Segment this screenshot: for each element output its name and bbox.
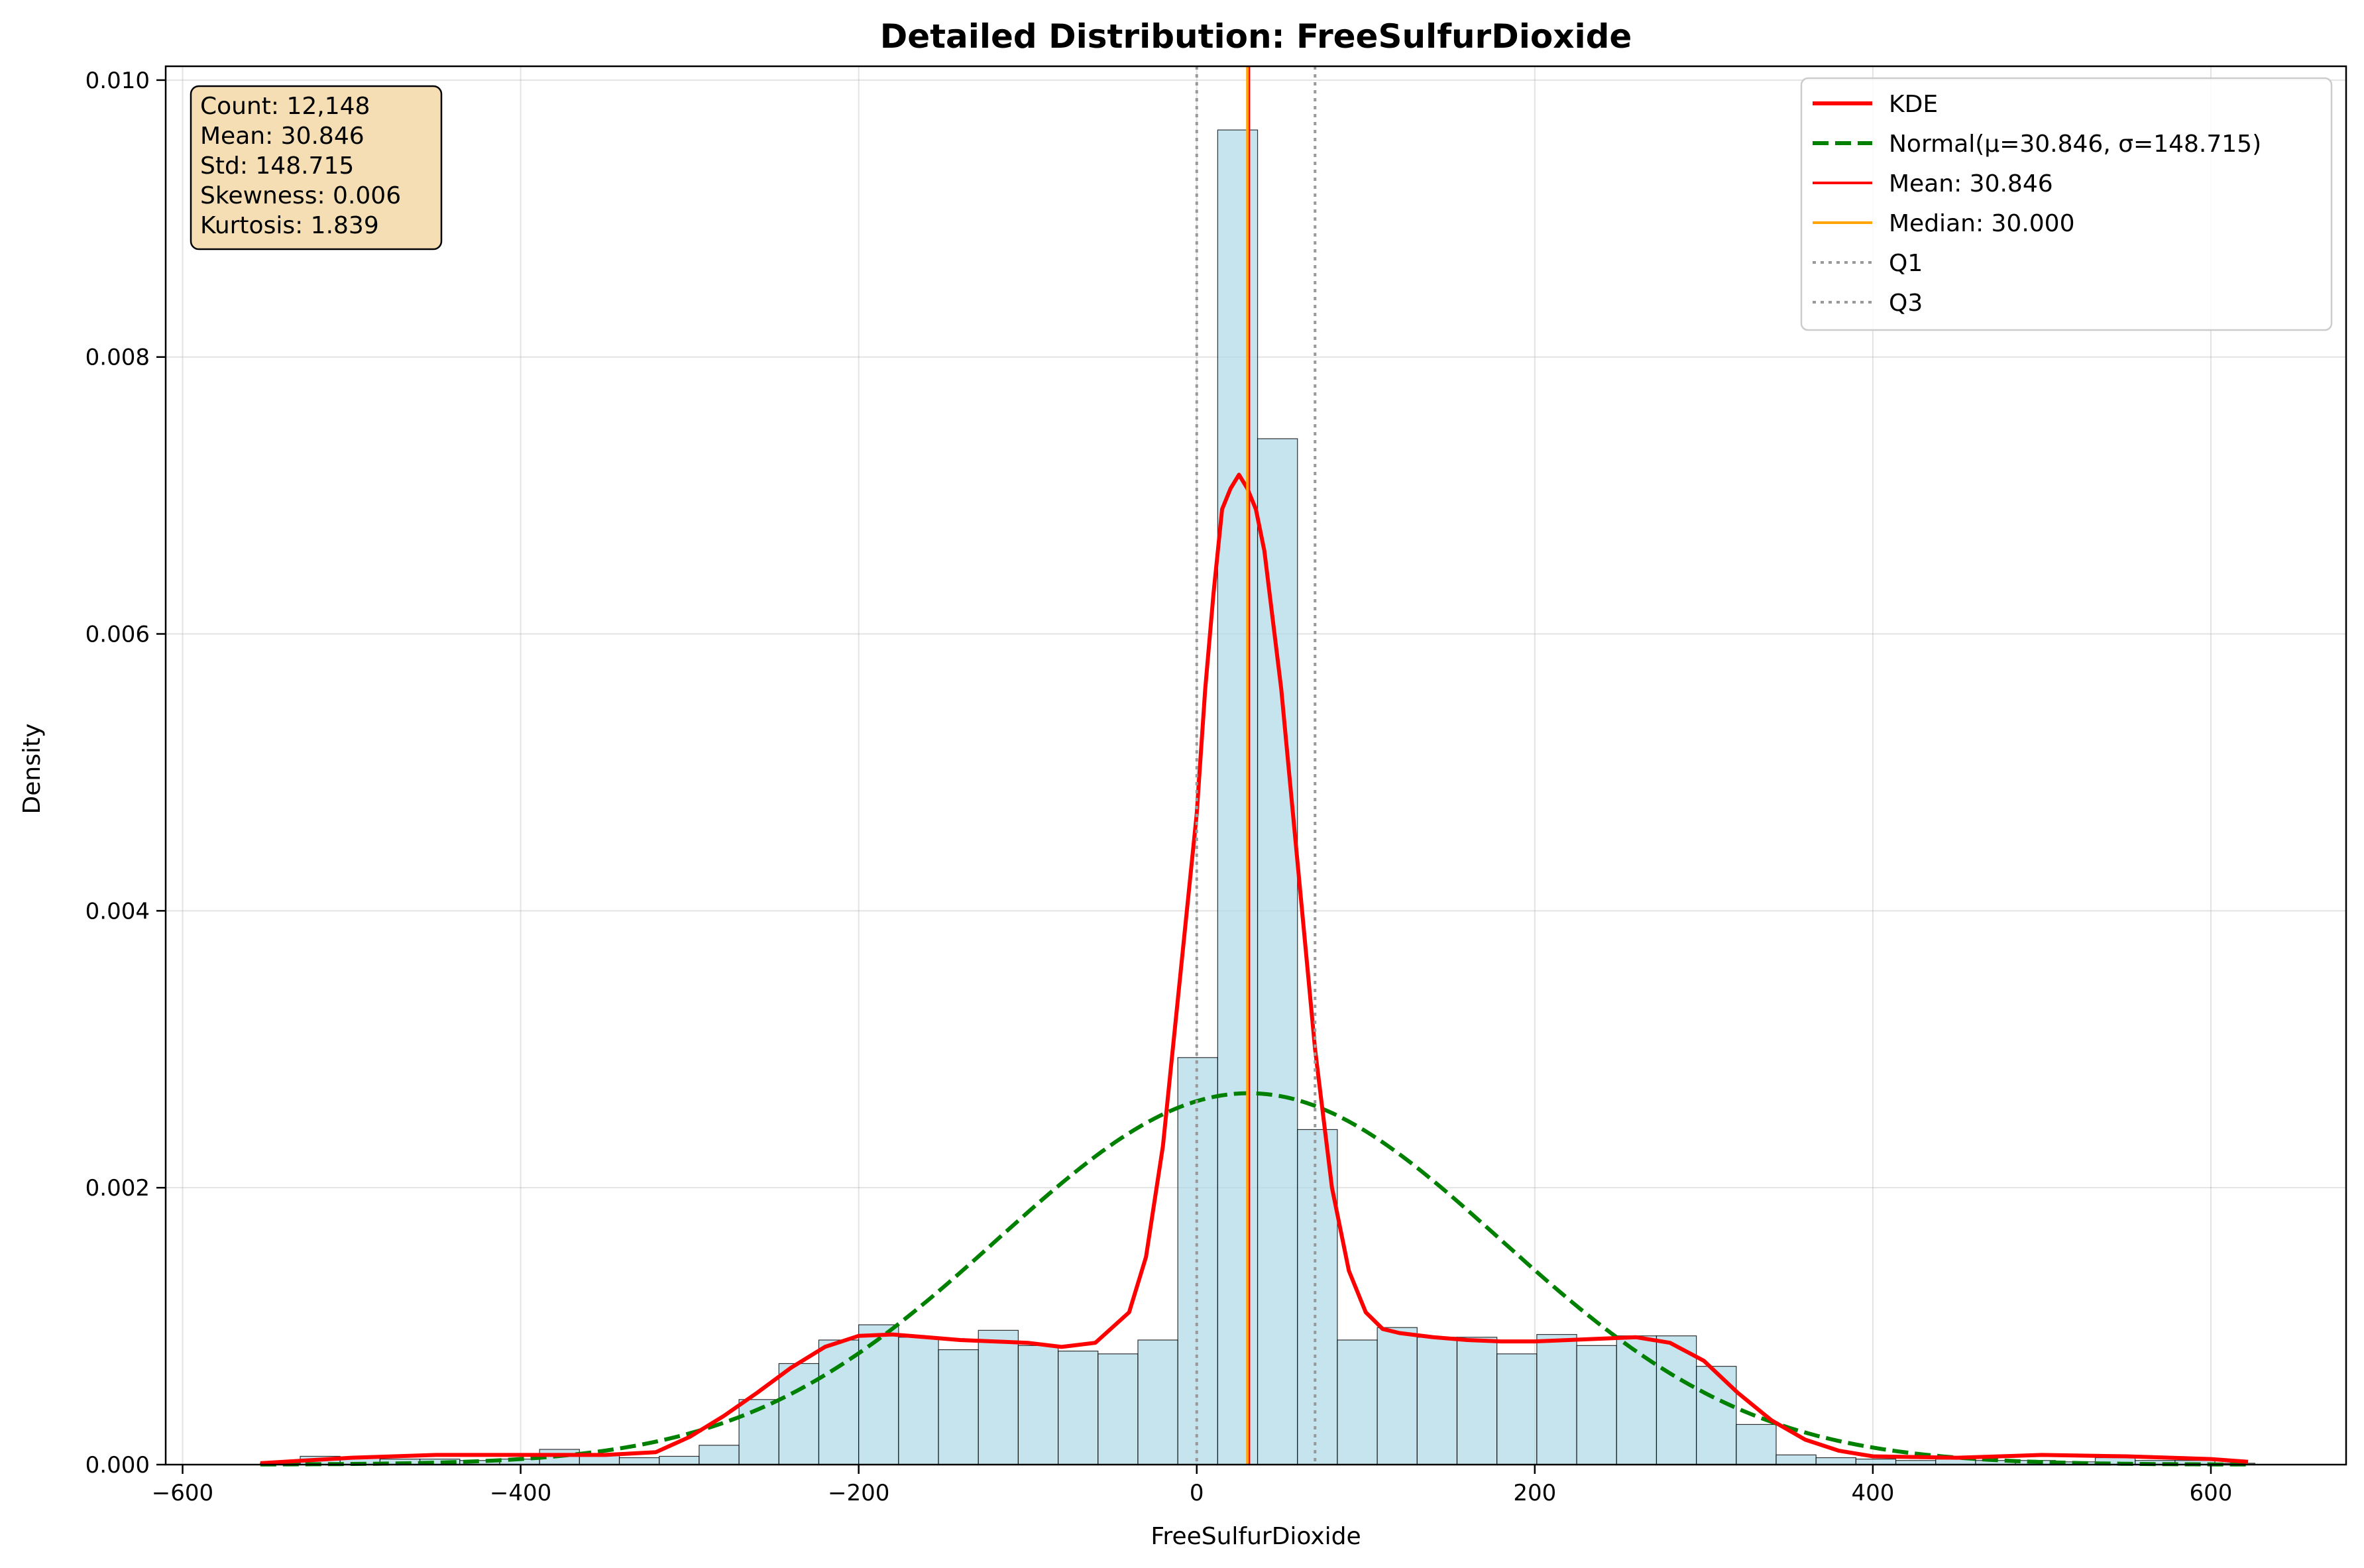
histogram-bars <box>260 129 2255 1465</box>
histogram-bar <box>898 1337 939 1465</box>
stats-count: Count: 12,148 <box>200 93 370 120</box>
histogram-bar <box>1775 1454 1817 1465</box>
x-tick-label: −400 <box>490 1480 551 1506</box>
histogram-bar <box>1656 1335 1697 1465</box>
y-axis-label: Density <box>19 724 46 814</box>
histogram-bar <box>1736 1424 1777 1465</box>
histogram-bar <box>1257 438 1298 1465</box>
histogram-bar <box>1456 1337 1498 1465</box>
legend: KDE Normal(μ=30.846, σ=148.715) Mean: 30.8… <box>1800 77 2333 331</box>
legend-label: Q3 <box>1889 290 1923 317</box>
histogram-bar <box>618 1457 660 1465</box>
histogram-bar <box>778 1363 820 1465</box>
x-axis-label: FreeSulfurDioxide <box>1151 1523 1361 1550</box>
legend-label: Normal(μ=30.846, σ=148.715) <box>1889 131 2261 158</box>
y-tick-label: 0.002 <box>85 1175 150 1202</box>
histogram-bar <box>978 1329 1019 1465</box>
x-tick-label: 200 <box>1513 1480 1556 1506</box>
histogram-bar <box>1217 129 1259 1465</box>
histogram-bar <box>1616 1335 1658 1465</box>
histogram-bar <box>938 1349 979 1465</box>
y-tick-label: 0.008 <box>85 345 150 371</box>
histogram-bar <box>1337 1339 1378 1465</box>
histogram-bar <box>1377 1327 1418 1465</box>
histogram-bar <box>1058 1351 1099 1465</box>
y-tick-label: 0.010 <box>85 68 150 94</box>
histogram-bar <box>1496 1353 1538 1465</box>
x-tick-label: −200 <box>828 1480 889 1506</box>
y-tick-label: 0.000 <box>85 1452 150 1479</box>
histogram-bar <box>699 1445 740 1465</box>
legend-label: KDE <box>1889 91 1938 118</box>
histogram-bar <box>1696 1366 1737 1465</box>
normal-curve <box>260 1091 2249 1467</box>
plot-frame <box>164 65 2347 1466</box>
histogram-bar <box>818 1339 860 1465</box>
histogram-bar <box>1416 1337 1458 1465</box>
histogram-bar <box>1815 1457 1856 1465</box>
histogram-bar <box>1536 1334 1577 1465</box>
x-tick-label: −600 <box>152 1480 213 1506</box>
legend-label: Mean: 30.846 <box>1889 170 2053 197</box>
y-tick-label: 0.004 <box>85 898 150 924</box>
stats-kurtosis: Kurtosis: 1.839 <box>200 212 379 239</box>
histogram-bar <box>1017 1345 1059 1465</box>
histogram-bar <box>1137 1339 1178 1465</box>
histogram-bar <box>1576 1345 1617 1465</box>
histogram-bar <box>1855 1459 1897 1465</box>
legend-frame <box>1800 77 2333 331</box>
axis-ticks: −600 −400 −200 0 200 400 600 0.000 0.002 0.004 0.0… <box>85 68 2233 1506</box>
y-tick-label: 0.006 <box>85 622 150 648</box>
x-tick-label: 0 <box>1190 1480 1204 1506</box>
histogram-bar <box>1098 1353 1139 1465</box>
legend-label: Q1 <box>1889 250 1923 277</box>
x-tick-label: 600 <box>2190 1480 2233 1506</box>
stats-box: Count: 12,148 Mean: 30.846 Std: 148.715 … <box>190 85 443 251</box>
stats-skewness: Skewness: 0.006 <box>200 182 401 209</box>
histogram-bar <box>858 1324 899 1465</box>
chart-title: Detailed Distribution: FreeSulfurDioxide <box>880 17 1632 56</box>
stats-box-background <box>190 85 443 251</box>
legend-label: Median: 30.000 <box>1889 210 2074 237</box>
x-tick-label: 400 <box>1851 1480 1894 1506</box>
stats-std: Std: 148.715 <box>200 152 354 180</box>
stats-mean: Mean: 30.846 <box>200 123 365 150</box>
curves <box>260 66 2249 1467</box>
histogram-bar <box>659 1455 700 1465</box>
